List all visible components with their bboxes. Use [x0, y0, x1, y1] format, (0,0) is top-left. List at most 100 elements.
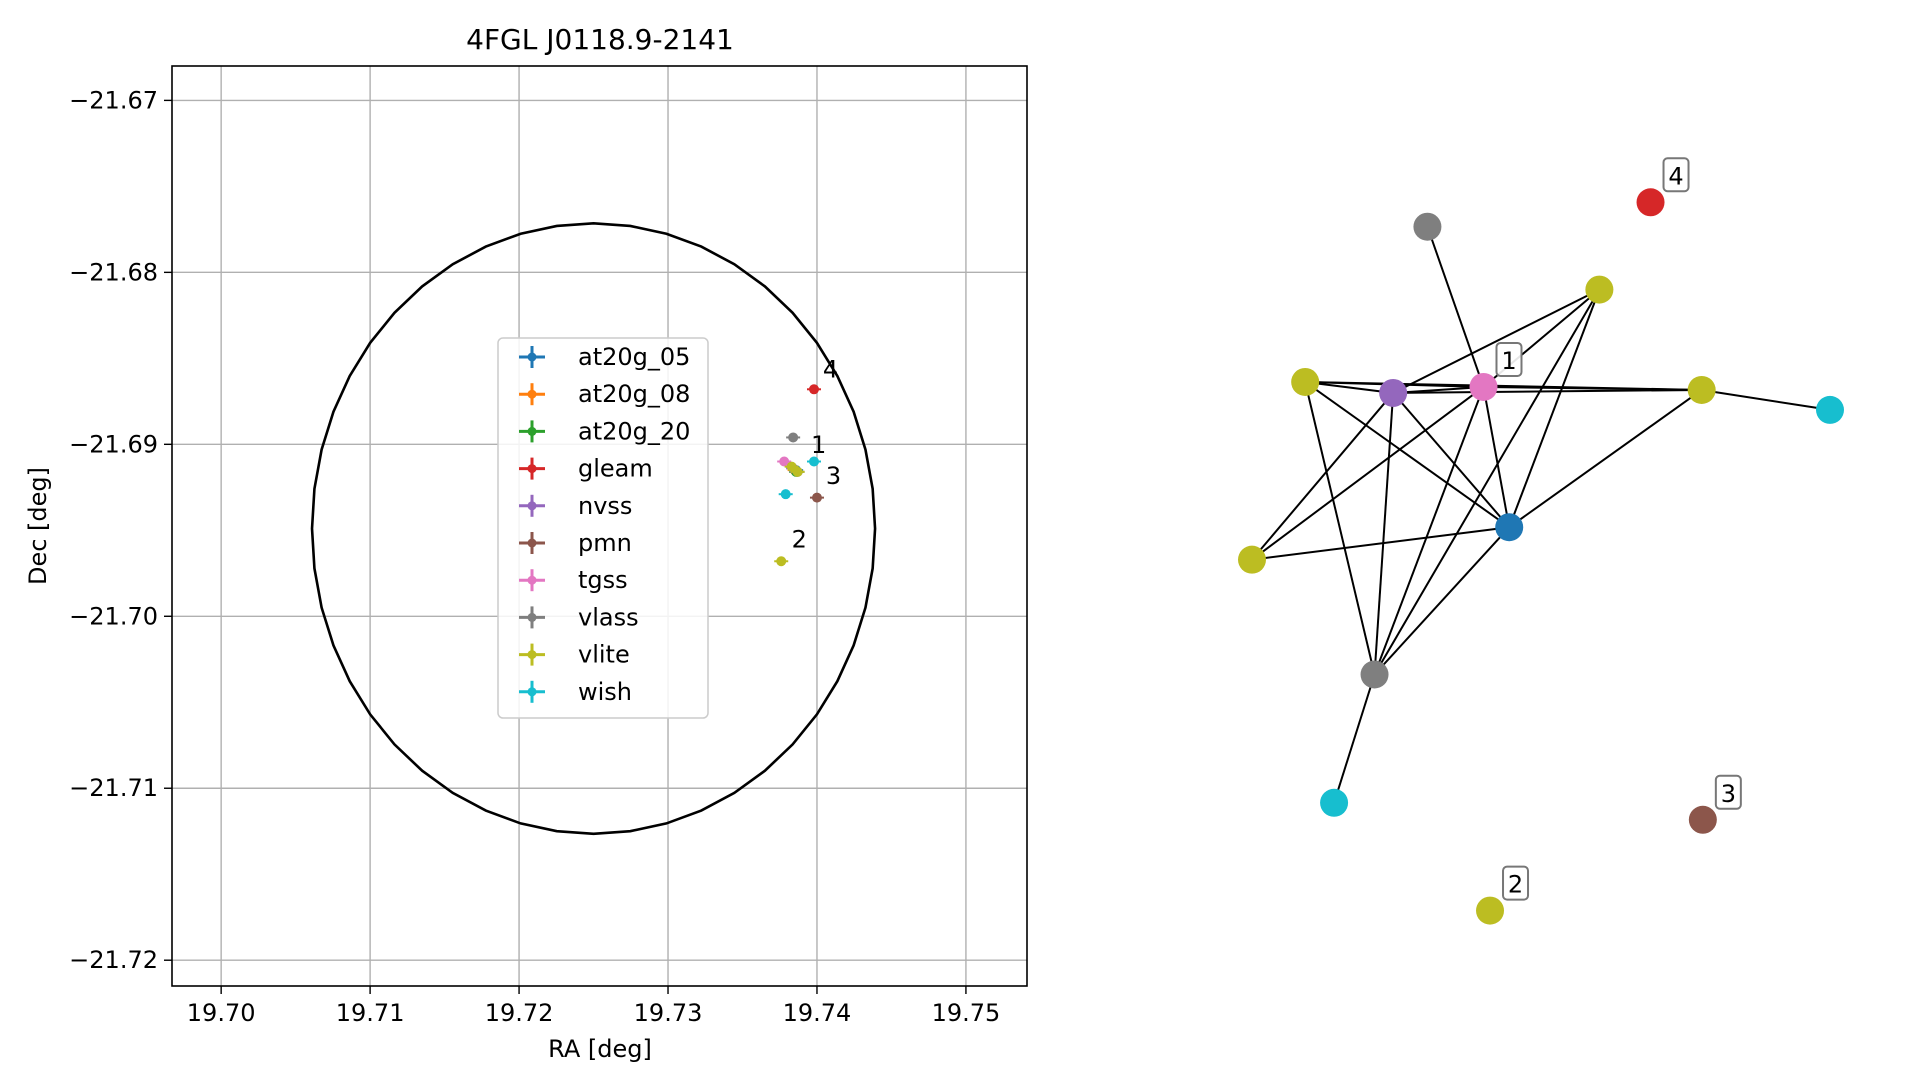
graph-nodes: [1238, 188, 1844, 925]
x-tick-label: 19.73: [634, 999, 703, 1027]
y-tick-label: −21.72: [69, 946, 158, 974]
graph-edge: [1251, 392, 1394, 561]
legend-label-at20g_08: at20g_08: [578, 380, 690, 408]
x-tick-label: 19.71: [336, 999, 405, 1027]
y-tick-label: −21.67: [69, 86, 158, 114]
y-tick-label: −21.70: [69, 602, 158, 630]
graph-node-label: 1: [1495, 341, 1523, 377]
network-graph-panel: 4 1 3 2: [1238, 157, 1844, 925]
x-ticks: 19.70 19.71 19.72 19.73 19.74 19.75: [187, 986, 1000, 1027]
point-tgss: [779, 456, 790, 467]
graph-node: [1495, 513, 1524, 542]
graph-node-label: 4: [1662, 157, 1690, 193]
graph-edge: [1508, 289, 1601, 528]
x-tick-label: 19.74: [783, 999, 852, 1027]
graph-edge: [1373, 526, 1510, 676]
legend-label-vlass: vlass: [578, 603, 639, 631]
point-pmn: [811, 492, 822, 503]
x-tick-label: 19.75: [932, 999, 1001, 1027]
point-annotation: 4: [823, 355, 838, 383]
x-axis-label: RA [deg]: [548, 1035, 652, 1063]
y-axis-label: Dec [deg]: [24, 467, 52, 585]
graph-node-label: 2: [1502, 865, 1530, 901]
legend-label-gleam: gleam: [578, 455, 653, 483]
legend-marker-wish: [527, 687, 537, 697]
legend-label-at20g_20: at20g_20: [578, 417, 690, 445]
graph-node-label: 3: [1714, 774, 1742, 810]
graph-edge: [1333, 674, 1376, 804]
y-tick-label: −21.71: [69, 774, 158, 802]
point-vlite: [792, 466, 803, 477]
legend-marker-at20g_20: [527, 426, 537, 436]
legend-marker-pmn: [527, 538, 537, 548]
point-wish: [780, 489, 791, 500]
point-annotation: 1: [811, 431, 826, 459]
graph-label-text: 2: [1508, 871, 1523, 899]
graph-edge: [1305, 380, 1394, 394]
graph-node: [1320, 788, 1349, 817]
graph-edge: [1373, 289, 1601, 676]
graph-edge: [1304, 381, 1376, 675]
graph-labels: 4 1 3 2: [1495, 157, 1742, 901]
legend-label-at20g_05: at20g_05: [578, 343, 690, 371]
graph-edge: [1251, 526, 1510, 561]
graph-edge: [1251, 386, 1485, 561]
graph-edge: [1508, 389, 1703, 529]
x-tick-label: 19.72: [485, 999, 554, 1027]
legend-marker-tgss: [527, 575, 537, 585]
graph-edge: [1392, 392, 1510, 528]
point-annotation: 2: [792, 525, 807, 553]
graph-edge: [1392, 288, 1600, 394]
legend-label-wish: wish: [578, 678, 632, 706]
point-vlite: [776, 556, 787, 567]
graph-node: [1360, 660, 1389, 689]
legend-box: [497, 337, 709, 719]
graph-edge: [1701, 388, 1831, 411]
graph-node: [1476, 896, 1505, 925]
graph-node: [1585, 275, 1614, 304]
graph-node: [1687, 375, 1716, 404]
graph-edge: [1373, 392, 1395, 675]
graph-node: [1636, 188, 1665, 217]
graph-node: [1379, 378, 1408, 407]
graph-label-text: 1: [1501, 347, 1516, 375]
graph-edge: [1304, 381, 1510, 529]
graph-edge: [1426, 226, 1485, 388]
legend-marker-gleam: [527, 464, 537, 474]
graph-node: [1816, 395, 1844, 424]
legend-label-nvss: nvss: [578, 492, 632, 520]
x-tick-label: 19.70: [187, 999, 256, 1027]
data-points: [774, 384, 824, 567]
graph-edge: [1373, 386, 1485, 675]
point-annotations: 4 13 2: [792, 355, 842, 553]
point-gleam: [808, 384, 819, 395]
graph-node: [1688, 805, 1717, 834]
graph-edge: [1482, 386, 1511, 528]
graph-node: [1469, 372, 1498, 401]
legend-marker-at20g_08: [527, 389, 537, 399]
graph-edge: [1393, 388, 1702, 394]
graph-edge: [1483, 385, 1702, 391]
graph-node: [1238, 545, 1266, 574]
legend-label-pmn: pmn: [578, 529, 632, 557]
legend-label-tgss: tgss: [578, 566, 628, 594]
plot-title: 4FGL J0118.9-2141: [466, 23, 734, 56]
point-annotation: 3: [826, 462, 841, 490]
point-vlass: [788, 432, 799, 443]
error-ellipse: [310, 222, 877, 836]
graph-node: [1413, 212, 1442, 241]
graph-edges: [1251, 226, 1831, 804]
legend-marker-vlite: [527, 650, 537, 660]
graph-label-text: 4: [1668, 162, 1683, 190]
graph-node: [1291, 367, 1320, 396]
graph-label-box: [1714, 774, 1742, 810]
graph-label-text: 3: [1721, 780, 1736, 808]
graph-label-box: [1502, 865, 1530, 901]
graph-label-box: [1495, 341, 1523, 377]
legend-label-vlite: vlite: [578, 641, 630, 669]
y-tick-label: −21.68: [69, 258, 158, 286]
legend-marker-nvss: [527, 501, 537, 511]
